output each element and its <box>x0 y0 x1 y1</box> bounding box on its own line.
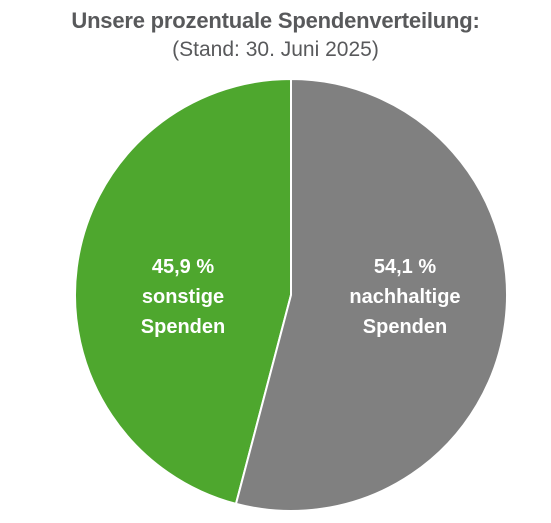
pie-slice-nachhaltige-spenden <box>234 77 508 512</box>
slice-label-sonstige-line1: sonstige <box>142 286 224 308</box>
chart-title: Unsere prozentuale Spendenverteilung: <box>71 8 480 33</box>
slice-label-nachhaltige-line2: Spenden <box>363 316 447 338</box>
slice-label-nachhaltige-value: 54,1 % <box>374 256 436 278</box>
slice-label-sonstige-value: 45,9 % <box>152 256 214 278</box>
pie-slice-sonstige-spenden <box>74 77 292 506</box>
slice-label-sonstige-line2: Spenden <box>141 316 225 338</box>
chart-subtitle: (Stand: 30. Juni 2025) <box>172 38 379 61</box>
slice-label-nachhaltige-line1: nachhaltige <box>349 286 460 308</box>
